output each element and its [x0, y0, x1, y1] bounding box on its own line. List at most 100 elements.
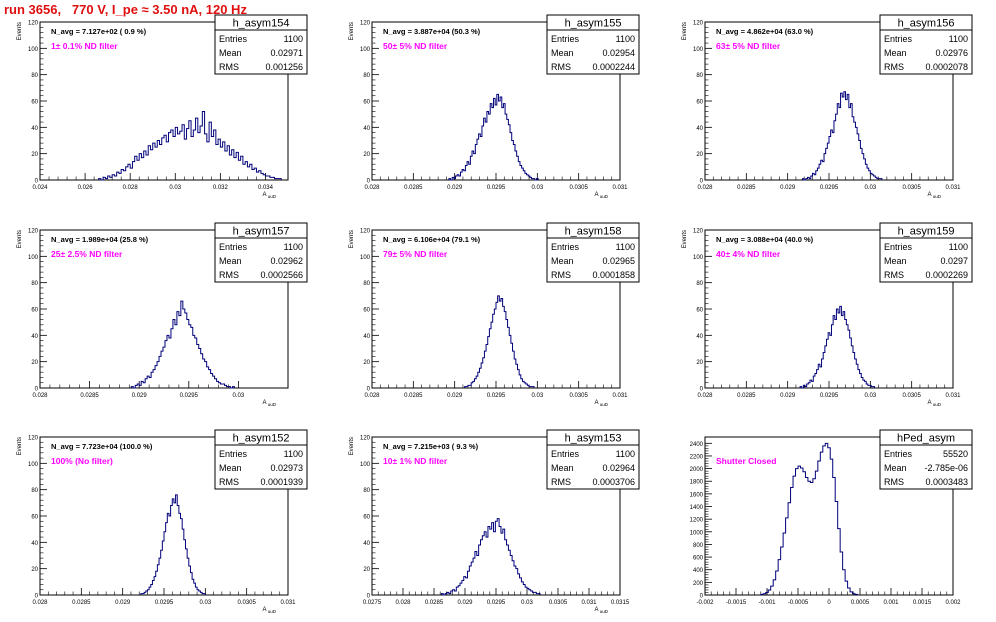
x-tick-label: 0.0295: [487, 185, 506, 191]
x-tick-label: 0.001: [883, 600, 899, 606]
x-tick-label: 0.028: [364, 185, 380, 191]
x-tick-label: 0.031: [945, 185, 961, 191]
stats-key: Entries: [884, 34, 913, 44]
stats-key: RMS: [219, 270, 239, 280]
x-tick-label: 0.034: [258, 185, 274, 191]
y-tick-label: 120: [28, 21, 39, 27]
stats-value: 1100: [616, 34, 635, 44]
stats-value: 55520: [943, 449, 968, 459]
y-tick-label: 1800: [690, 480, 704, 486]
y-tick-label: 20: [696, 152, 703, 158]
x-tick-label: 0.03: [233, 393, 245, 399]
y-tick-label: 60: [31, 515, 38, 521]
stats-key: Mean: [551, 463, 574, 473]
x-tick-label: 0.0285: [404, 393, 423, 399]
x-axis-title: A uuD: [927, 400, 941, 407]
histogram-bars: [760, 442, 859, 595]
x-tick-label: 0.0295: [155, 600, 174, 606]
stats-box: [214, 237, 308, 283]
stats-value: -2.785e-06: [924, 463, 968, 473]
hist-name: h_asym159: [898, 226, 955, 238]
y-axis-title: Events: [17, 230, 23, 248]
y-tick-label: 100: [693, 47, 704, 53]
navg-label: N_avg = 3.088e+04 (40.0 %): [716, 235, 814, 244]
y-tick-label: 40: [696, 126, 703, 132]
y-tick-label: 80: [363, 73, 370, 79]
y-tick-label: 600: [693, 556, 704, 562]
x-tick-label: 0.03: [199, 600, 211, 606]
y-tick-label: 100: [28, 47, 39, 53]
stats-key: RMS: [884, 270, 904, 280]
x-tick-label: 0.031: [612, 393, 628, 399]
x-tick-label: 0.0285: [404, 185, 423, 191]
x-tick-label: 0.029: [447, 393, 463, 399]
stats-key: Mean: [219, 256, 242, 266]
navg-label: N_avg = 7.723e+04 (100.0 %): [51, 442, 153, 451]
y-tick-label: 100: [360, 255, 371, 261]
y-tick-label: 20: [31, 360, 38, 366]
y-tick-label: 120: [360, 21, 371, 27]
y-tick-label: 100: [28, 255, 39, 261]
y-tick-label: 80: [363, 281, 370, 287]
filter-note: 100% (No filter): [51, 456, 113, 466]
x-tick-label: 0.03: [169, 185, 181, 191]
hist-name: h_asym158: [565, 226, 622, 238]
y-tick-label: 0: [700, 179, 704, 185]
histogram-panel: 0 20 40 60 80 100 120 0.028 0.0285 0.029 0.0295 0.0…: [682, 222, 973, 407]
y-tick-label: 60: [696, 100, 703, 106]
hist-name: h_asym157: [233, 226, 290, 238]
filter-note: Shutter Closed: [716, 456, 776, 466]
stats-value: 0.02964: [602, 463, 635, 473]
hist-name: h_asym154: [233, 18, 290, 30]
x-tick-label: 0.0305: [902, 185, 921, 191]
histogram-bars: [440, 518, 541, 596]
y-axis-title: Events: [349, 22, 355, 40]
y-tick-label: 120: [693, 229, 704, 235]
y-tick-label: 40: [363, 541, 370, 547]
x-tick-label: 0.03: [521, 600, 533, 606]
stats-key: Mean: [884, 463, 907, 473]
x-tick-label: 0.0285: [80, 393, 99, 399]
x-axis-title: A uuD: [594, 192, 608, 199]
navg-label: N_avg = 7.127e+02 ( 0.9 %): [51, 27, 147, 36]
x-tick-label: 0.03: [531, 185, 543, 191]
y-tick-label: 1000: [690, 530, 704, 536]
histogram-bars: [448, 93, 539, 181]
stats-key: Entries: [884, 242, 913, 252]
x-tick-label: 0.0305: [549, 600, 568, 606]
y-tick-label: 80: [31, 488, 38, 494]
y-tick-label: 0: [367, 387, 371, 393]
navg-label: N_avg = 7.215e+03 ( 9.3 %): [383, 442, 479, 451]
x-tick-label: 0.028: [697, 185, 713, 191]
y-tick-label: 80: [363, 488, 370, 494]
y-axis-title: Events: [349, 230, 355, 248]
y-tick-label: 20: [696, 360, 703, 366]
stats-value: 1100: [949, 242, 968, 252]
y-tick-label: 0: [35, 387, 39, 393]
stats-value: 0.0003483: [925, 477, 968, 487]
x-tick-label: 0.029: [457, 600, 473, 606]
stats-key: Mean: [219, 48, 242, 58]
stats-key: Mean: [551, 48, 574, 58]
stats-value: 0.001256: [265, 62, 303, 72]
x-tick-label: 0.028: [697, 393, 713, 399]
y-tick-label: 2400: [690, 442, 704, 448]
y-tick-label: 60: [696, 308, 703, 314]
y-tick-label: 0: [35, 594, 39, 600]
stats-key: Entries: [551, 449, 580, 459]
x-tick-label: 0.028: [123, 185, 139, 191]
stats-key: RMS: [884, 62, 904, 72]
x-tick-label: 0.028: [364, 393, 380, 399]
stats-value: 0.02954: [602, 48, 635, 58]
stats-key: Mean: [551, 256, 574, 266]
y-tick-label: 40: [696, 334, 703, 340]
x-tick-label: -0.0005: [788, 600, 809, 606]
x-axis-title: A uuD: [594, 607, 608, 614]
y-tick-label: 60: [363, 308, 370, 314]
histogram-panel: 0 20 40 60 80 100 120 0.028 0.0285 0.029 0.0295 0.0…: [682, 14, 973, 199]
filter-note: 1± 0.1% ND filter: [51, 41, 118, 51]
hist-name: h_asym155: [565, 18, 622, 30]
y-tick-label: 20: [363, 152, 370, 158]
y-tick-label: 40: [31, 126, 38, 132]
